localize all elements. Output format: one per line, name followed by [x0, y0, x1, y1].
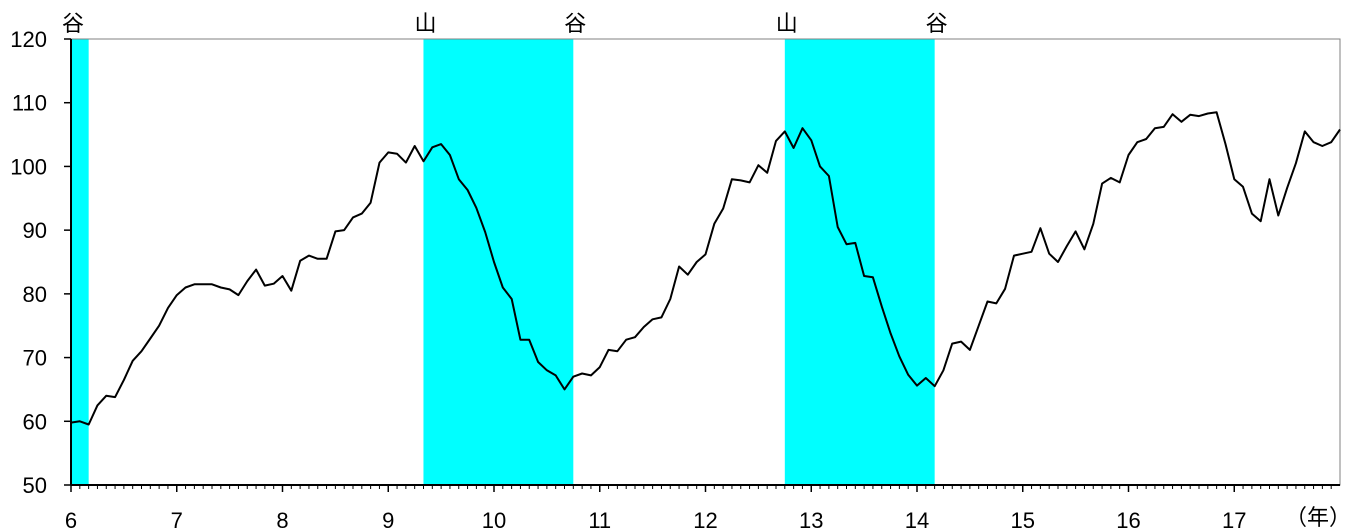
x-tick-label-17: 17 — [1222, 508, 1246, 531]
x-axis-ticks: 6 7 8 9 10 11 12 13 14 15 16 17 — [65, 485, 1332, 531]
y-tick-label-110: 110 — [12, 91, 47, 116]
y-axis-ticks: 50 60 70 80 90 100 110 120 — [10, 27, 71, 498]
x-tick-label-12: 12 — [693, 508, 717, 531]
cycle-markers: 谷山谷山谷 — [62, 12, 948, 37]
y-tick-label-120: 120 — [10, 27, 47, 52]
x-axis-label: （年） — [1285, 506, 1351, 531]
recession-band-2 — [423, 39, 574, 485]
recession-band-1 — [71, 39, 89, 485]
x-tick-label-11: 11 — [588, 508, 611, 531]
recession-bands — [71, 39, 935, 485]
x-tick-label-15: 15 — [1011, 508, 1035, 531]
plot-frame — [70, 38, 1341, 486]
x-tick-label-7: 7 — [171, 508, 183, 531]
y-tick-label-100: 100 — [10, 154, 47, 179]
series-line — [70, 111, 1341, 426]
y-tick-label-80: 80 — [23, 282, 47, 307]
x-tick-label-6: 6 — [65, 508, 77, 531]
cycle-marker-2: 山 — [414, 12, 436, 37]
x-tick-label-8: 8 — [276, 508, 288, 531]
cycle-marker-3: 谷 — [564, 12, 586, 37]
x-tick-label-16: 16 — [1116, 508, 1140, 531]
cycle-marker-5: 谷 — [926, 12, 948, 37]
cycle-marker-1: 谷 — [62, 12, 84, 37]
cycle-marker-4: 山 — [776, 12, 798, 37]
x-tick-label-9: 9 — [382, 508, 394, 531]
y-tick-label-70: 70 — [23, 346, 47, 371]
x-tick-label-13: 13 — [799, 508, 823, 531]
x-tick-label-14: 14 — [905, 508, 929, 531]
y-tick-label-60: 60 — [23, 409, 47, 434]
y-tick-label-50: 50 — [23, 473, 47, 498]
x-tick-label-10: 10 — [482, 508, 506, 531]
y-tick-label-90: 90 — [23, 218, 47, 243]
